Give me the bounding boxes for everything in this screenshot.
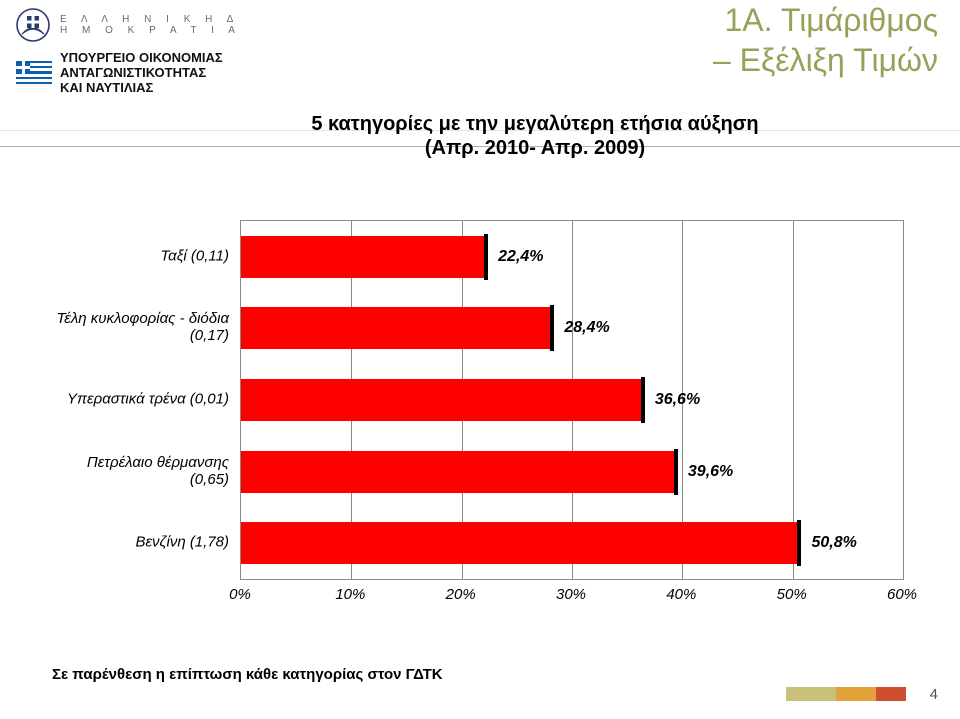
bar-value-label: 22,4%	[498, 248, 543, 266]
decorative-bars	[786, 687, 906, 701]
bar: 36,6%	[241, 379, 645, 421]
bar: 28,4%	[241, 307, 554, 349]
header-block: Ε Λ Λ Η Ν Ι Κ Η Δ Η Μ Ο Κ Ρ Α Τ Ι Α ΥΠΟΥ…	[0, 0, 260, 95]
bar-cap	[641, 377, 645, 423]
page-number: 4	[930, 686, 938, 703]
bar: 39,6%	[241, 451, 678, 493]
x-tick-label: 40%	[666, 586, 696, 603]
bar-cap	[484, 234, 488, 280]
bar-cap	[550, 305, 554, 351]
bar-fill	[241, 451, 678, 493]
y-axis-labels: Ταξί (0,11) Τέλη κυκλοφορίας - διόδια(0,1…	[50, 220, 235, 610]
category-label: Τέλη κυκλοφορίας - διόδια(0,17)	[49, 310, 229, 344]
chart-title-line: (Απρ. 2010- Απρ. 2009)	[425, 137, 645, 159]
category-label: Υπεραστικά τρένα (0,01)	[49, 391, 229, 408]
slide-title: 1Α. Τιμάριθμος – Εξέλιξη Τιμών	[713, 0, 938, 80]
x-axis-labels: 0%10%20%30%40%50%60%	[240, 582, 904, 604]
national-emblem-icon	[16, 8, 50, 42]
deco-bar	[876, 687, 906, 701]
bar-value-label: 39,6%	[688, 463, 733, 481]
x-tick-label: 60%	[887, 586, 917, 603]
bar-fill	[241, 307, 554, 349]
greek-flag-icon	[16, 61, 52, 85]
slide-title-line: 1Α. Τιμάριθμος	[724, 2, 938, 38]
bar-cap	[674, 449, 678, 495]
bar: 50,8%	[241, 522, 801, 564]
footnote: Σε παρένθεση η επίπτωση κάθε κατηγορίας …	[52, 666, 443, 683]
bar-chart: Ταξί (0,11) Τέλη κυκλοφορίας - διόδια(0,1…	[50, 220, 910, 610]
x-tick-label: 10%	[335, 586, 365, 603]
x-tick-label: 0%	[229, 586, 251, 603]
slide-title-line: – Εξέλιξη Τιμών	[713, 42, 938, 78]
x-tick-label: 50%	[777, 586, 807, 603]
category-label: Ταξί (0,11)	[49, 247, 229, 264]
ministry-row: ΥΠΟΥΡΓΕΙΟ ΟΙΚΟΝΟΜΙΑΣ ΑΝΤΑΓΩΝΙΣΤΙΚΟΤΗΤΑΣ …	[0, 42, 260, 95]
chart-title-line: 5 κατηγορίες με την μεγαλύτερη ετήσια αύ…	[311, 113, 758, 135]
ministry-line: ΚΑΙ ΝΑΥΤΙΛΙΑΣ	[60, 80, 153, 95]
category-label: Βενζίνη (1,78)	[49, 534, 229, 551]
x-tick-label: 20%	[446, 586, 476, 603]
ministry-line: ΥΠΟΥΡΓΕΙΟ ΟΙΚΟΝΟΜΙΑΣ	[60, 50, 223, 65]
deco-bar	[836, 687, 876, 701]
bar-value-label: 36,6%	[655, 391, 700, 409]
deco-bar	[786, 687, 836, 701]
bar-fill	[241, 522, 801, 564]
bar: 22,4%	[241, 236, 488, 278]
bar-cap	[797, 520, 801, 566]
category-label: Πετρέλαιο θέρμανσης (0,65)	[49, 454, 229, 488]
plot-area: 22,4% 28,4% 36,6% 39,6% 50,8%	[240, 220, 904, 580]
bar-value-label: 28,4%	[564, 319, 609, 337]
country-name: Ε Λ Λ Η Ν Ι Κ Η Δ Η Μ Ο Κ Ρ Α Τ Ι Α	[60, 14, 260, 36]
ministry-line: ΑΝΤΑΓΩΝΙΣΤΙΚΟΤΗΤΑΣ	[60, 65, 206, 80]
emblem-row: Ε Λ Λ Η Ν Ι Κ Η Δ Η Μ Ο Κ Ρ Α Τ Ι Α	[0, 0, 260, 42]
bar-value-label: 50,8%	[811, 534, 856, 552]
x-tick-label: 30%	[556, 586, 586, 603]
ministry-name: ΥΠΟΥΡΓΕΙΟ ΟΙΚΟΝΟΜΙΑΣ ΑΝΤΑΓΩΝΙΣΤΙΚΟΤΗΤΑΣ …	[60, 50, 223, 95]
bar-fill	[241, 236, 488, 278]
chart-title: 5 κατηγορίες με την μεγαλύτερη ετήσια αύ…	[300, 112, 770, 160]
bar-fill	[241, 379, 645, 421]
